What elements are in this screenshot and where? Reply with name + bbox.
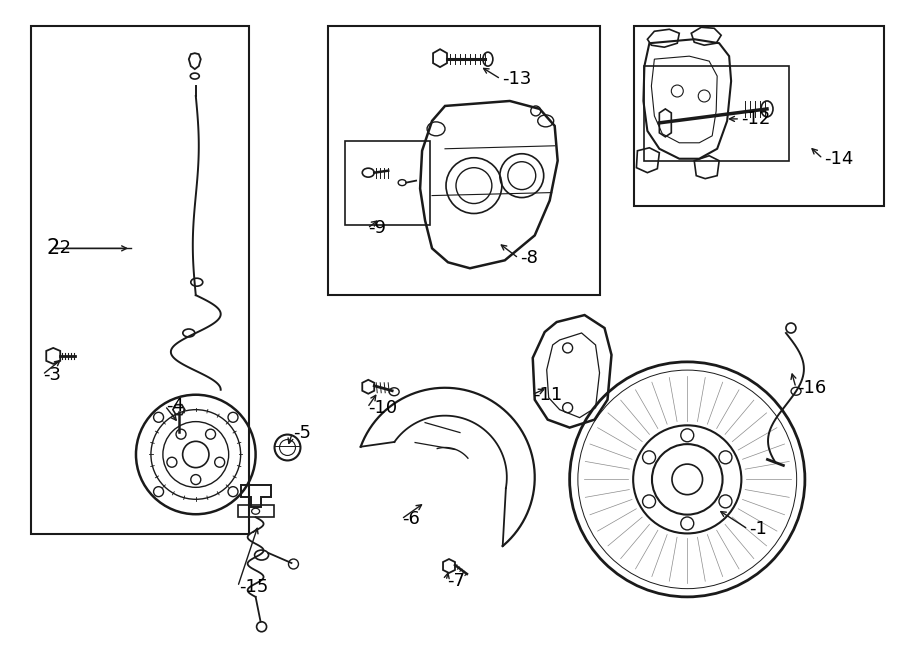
Text: -8: -8 <box>520 250 537 267</box>
Text: -4: -4 <box>166 397 184 414</box>
Text: -13: -13 <box>502 70 531 88</box>
Text: -10: -10 <box>368 399 398 416</box>
Text: -15: -15 <box>238 578 268 596</box>
Text: -14: -14 <box>824 150 853 167</box>
Text: -2: -2 <box>53 240 71 258</box>
Text: -11: -11 <box>533 386 562 404</box>
Text: -1: -1 <box>749 520 767 538</box>
Text: -12: -12 <box>741 110 770 128</box>
Text: -3: -3 <box>43 366 61 384</box>
Text: -7: -7 <box>447 572 465 590</box>
Text: -5: -5 <box>293 424 311 442</box>
Text: -6: -6 <box>402 510 420 528</box>
Text: -16: -16 <box>796 379 826 397</box>
Text: 2: 2 <box>47 238 60 258</box>
Text: -9: -9 <box>368 219 386 238</box>
